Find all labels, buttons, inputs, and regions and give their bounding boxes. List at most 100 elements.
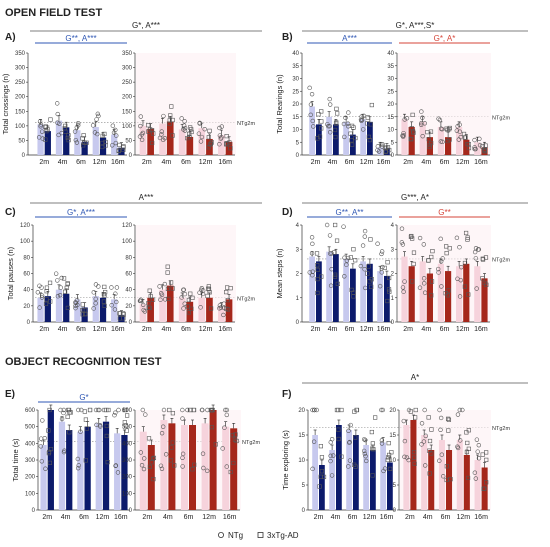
y-tick-label: 25 [292, 89, 299, 95]
point-tg [411, 250, 417, 255]
point-tg [146, 436, 152, 441]
point-tg [44, 297, 49, 302]
point-ntg [159, 129, 164, 134]
x-tick-label: 4m [328, 326, 338, 333]
bar-ntg-6m [343, 258, 349, 322]
point-tg [82, 308, 87, 313]
point-ntg [75, 123, 81, 128]
point-tg [83, 417, 88, 422]
point-tg [353, 258, 358, 263]
point-ntg [476, 442, 482, 448]
point-tg [430, 249, 435, 254]
y-tick-label: 0 [129, 320, 133, 326]
y-tick-label: 0 [391, 153, 395, 159]
point-ntg [111, 130, 117, 135]
point-ntg [37, 305, 42, 310]
point-ntg [379, 251, 384, 257]
bar-tg-2m [319, 465, 325, 510]
point-tg [317, 134, 323, 139]
x-tick-label: 2m [311, 326, 321, 333]
bar-ntg-6m [437, 263, 444, 322]
point-ntg [417, 285, 423, 290]
point-ntg [375, 144, 381, 149]
bar-ntg-16m [114, 433, 121, 510]
point-ntg [159, 132, 164, 137]
point-tg [366, 134, 371, 139]
point-tg [480, 452, 485, 457]
point-tg [410, 129, 416, 134]
point-tg [105, 460, 110, 465]
point-tg [336, 436, 341, 442]
point-ntg [96, 113, 101, 119]
point-ntg [217, 303, 223, 308]
point-ntg [180, 407, 185, 413]
top-stat-label: G***, A* [401, 193, 429, 202]
point-ntg [217, 125, 222, 131]
point-tg [429, 279, 435, 284]
y-axis-label: Total pauses (n) [6, 246, 15, 300]
bar-tg-4m [333, 124, 339, 155]
point-tg [409, 233, 414, 239]
point-tg [462, 284, 467, 289]
point-tg [228, 146, 233, 151]
point-tg [43, 301, 49, 306]
point-ntg [364, 458, 369, 464]
point-tg [387, 466, 393, 471]
point-tg [185, 304, 190, 309]
point-ntg [307, 85, 312, 91]
bar-tg-2m [47, 410, 54, 510]
point-tg [410, 236, 415, 241]
point-ntg [223, 407, 228, 413]
point-tg [124, 428, 129, 433]
bar-ntg-4m [159, 289, 166, 322]
point-tg [484, 450, 489, 455]
point-ntg [439, 452, 445, 457]
point-ntg [220, 446, 225, 451]
y-tick-label: 600 [25, 408, 36, 414]
bar-ntg-16m [377, 147, 383, 155]
x-tick-label: 4m [421, 326, 431, 333]
y-tick-label: 40 [292, 51, 299, 57]
bar-ntg-4m [421, 435, 428, 510]
point-ntg [422, 407, 427, 413]
x-tick-label: 16m [111, 326, 125, 333]
point-tg [386, 441, 391, 446]
point-tg [63, 123, 68, 128]
point-ntg [222, 425, 227, 430]
point-ntg [401, 289, 406, 294]
point-ntg [219, 135, 224, 140]
point-tg [315, 263, 320, 268]
bar-tg-6m [186, 136, 194, 155]
point-ntg [457, 129, 463, 134]
panel-label: B) [282, 32, 293, 43]
point-ntg [181, 306, 186, 311]
point-ntg [53, 271, 59, 276]
point-ntg [113, 463, 119, 468]
group-stat-label: G*, A* [434, 34, 456, 43]
point-ntg [57, 292, 63, 298]
bar-ntg-16m [377, 271, 383, 322]
point-ntg [38, 124, 43, 129]
point-ntg [109, 285, 114, 290]
x-tick-label: 12m [93, 159, 107, 166]
point-ntg [112, 307, 118, 312]
reference-label: NTg2m [242, 440, 260, 446]
top-stat-label: G*, A*** [132, 21, 160, 30]
point-ntg [311, 124, 316, 129]
point-tg [445, 416, 451, 421]
point-ntg [93, 407, 99, 413]
point-tg [168, 280, 174, 285]
bar-tg-6m [84, 426, 91, 510]
point-ntg [454, 128, 460, 133]
x-tick-label: 12m [93, 326, 107, 333]
point-ntg [114, 133, 119, 138]
point-ntg [474, 437, 480, 442]
point-tg [102, 293, 107, 298]
x-tick-label: 16m [377, 159, 391, 166]
bar-tg-6m [350, 268, 356, 322]
point-ntg [198, 305, 203, 310]
y-tick-label: 5 [393, 483, 397, 489]
y-tick-label: 300 [122, 66, 133, 72]
point-tg [186, 310, 191, 315]
point-ntg [75, 302, 80, 308]
